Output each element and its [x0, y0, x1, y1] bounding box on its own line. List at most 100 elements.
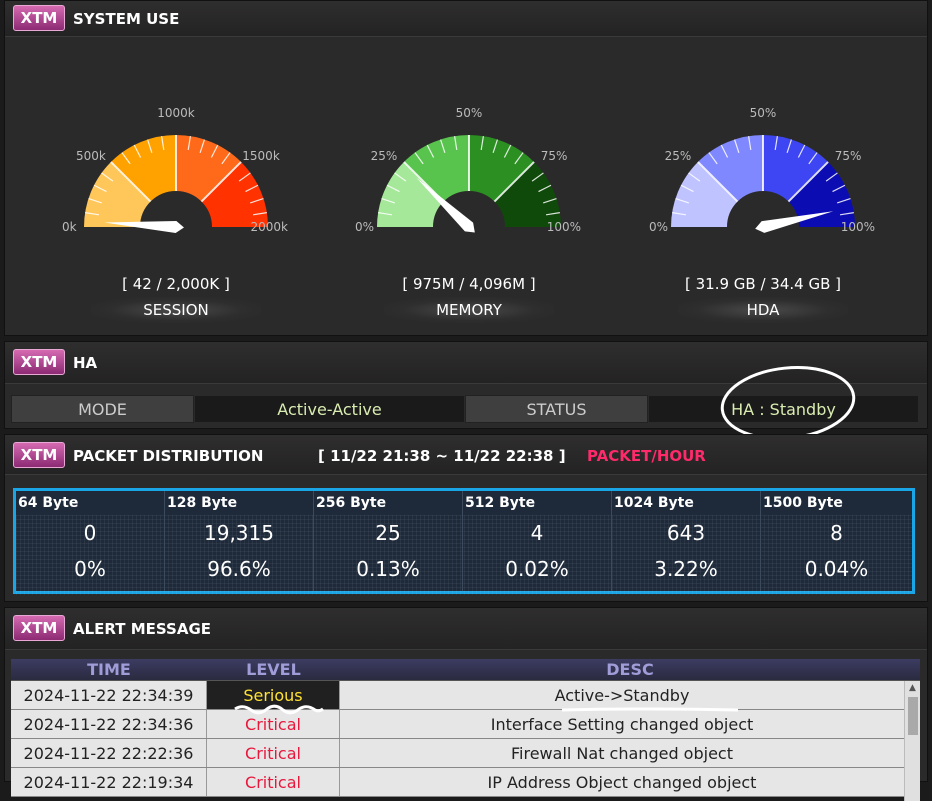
- gauge-segment: [788, 161, 855, 227]
- gauge-segment: [377, 161, 444, 227]
- mode-label: MODE: [11, 395, 194, 423]
- row-level: Critical: [207, 739, 340, 767]
- gauge-tick: [454, 136, 458, 151]
- row-desc: Interface Setting changed object: [490, 715, 754, 734]
- gauge-segment: [671, 161, 738, 227]
- gauge-tick: [538, 184, 552, 193]
- gauge-tick: [797, 144, 806, 158]
- status-label: STATUS: [465, 395, 648, 423]
- gauge-tick: [774, 136, 778, 151]
- gauge-tick: [492, 139, 499, 154]
- panel-title: PACKET DISTRIBUTION: [73, 447, 264, 465]
- packet-count: 643: [666, 521, 706, 545]
- time-header[interactable]: TIME: [87, 660, 131, 679]
- packet-percent: 3.22%: [654, 557, 718, 581]
- gauge-tick: [720, 144, 729, 158]
- gauge-segment: [201, 161, 268, 227]
- gauge-needle: [416, 177, 475, 233]
- row-level: Serious: [207, 681, 340, 709]
- gauge-tick: [245, 184, 259, 193]
- gauge-tick-label: 100%: [547, 220, 581, 234]
- gauge-tick-label: 500k: [76, 149, 106, 163]
- xtm-badge: XTM: [13, 5, 65, 31]
- panel-header: XTM SYSTEM USE: [5, 1, 927, 37]
- panel-title: ALERT MESSAGE: [73, 620, 212, 638]
- gauge-tick: [378, 212, 393, 216]
- gauge-tick: [480, 136, 484, 151]
- gauge-tick-label: 75%: [541, 149, 568, 163]
- xtm-badge: XTM: [13, 349, 65, 375]
- gauge-tick: [786, 139, 793, 154]
- gauge-tick: [503, 144, 512, 158]
- packet-count: 19,315: [204, 521, 274, 545]
- packet-column: 1024 Byte 643 3.22%: [612, 491, 761, 591]
- gauge-tick: [221, 152, 231, 165]
- gauge-hub: [141, 192, 211, 227]
- gauge-tick: [832, 184, 846, 193]
- row-time: 2024-11-22 22:34:36: [11, 710, 207, 738]
- gauge-tick: [210, 144, 219, 158]
- size-header: 128 Byte: [167, 495, 238, 511]
- gauge-tick: [88, 197, 103, 204]
- gauge-tick: [133, 144, 142, 158]
- row-level: Critical: [207, 768, 340, 796]
- memory-gauge: 0% 25% 50% 75% 100% [ 975M / 4,096M ] MEMORY: [344, 101, 594, 331]
- ha-status-row: MODE Active-Active STATUS HA : Standby: [11, 395, 919, 423]
- panel-header: XTM PACKET DISTRIBUTION [ 11/22 21:38 ~ …: [5, 435, 927, 475]
- hda-value: [ 31.9 GB / 34.4 GB ]: [685, 275, 841, 293]
- gauge-tick: [839, 212, 854, 216]
- gauge-tick-label: 100%: [841, 220, 875, 234]
- annotation-underline: [561, 707, 739, 712]
- gauge-tick: [249, 197, 264, 204]
- panel-title: HA: [73, 354, 98, 372]
- packet-percent: 0.13%: [356, 557, 420, 581]
- mode-value: Active-Active: [194, 395, 465, 423]
- size-header: 64 Byte: [18, 495, 79, 511]
- status-value: HA : Standby: [648, 395, 919, 423]
- desc-header[interactable]: DESC: [606, 660, 654, 679]
- alert-panel: XTM ALERT MESSAGE TIME LEVEL DESC 2024-1…: [4, 607, 928, 801]
- scrollbar[interactable]: ▲: [904, 681, 920, 801]
- gauge-tick: [161, 136, 165, 151]
- gauge-tick: [199, 139, 206, 154]
- gauge-tick: [493, 161, 535, 203]
- alert-table: TIME LEVEL DESC 2024-11-22 22:34:39 Seri…: [11, 659, 920, 801]
- gauge-tick: [836, 197, 851, 204]
- session-label: SESSION: [91, 297, 261, 323]
- packet-count: 0: [83, 521, 97, 545]
- row-desc: Firewall Nat changed object: [511, 744, 733, 763]
- gauge-tick: [708, 152, 718, 165]
- packet-percent: 96.6%: [207, 557, 271, 581]
- gauge-needle: [755, 211, 834, 233]
- table-row[interactable]: 2024-11-22 22:19:34 Critical IP Address …: [11, 768, 904, 797]
- gauge-tick: [531, 172, 544, 182]
- row-desc: Active->Standby: [554, 686, 690, 705]
- size-header: 1024 Byte: [614, 495, 694, 511]
- time-range: [ 11/22 21:38 ~ 11/22 22:38 ]: [318, 447, 566, 465]
- row-desc: IP Address Object changed object: [487, 773, 757, 792]
- scrollbar-thumb[interactable]: [908, 697, 918, 735]
- gauge-tick-label: 2000k: [251, 220, 289, 234]
- gauge-tick: [697, 161, 739, 203]
- level-header[interactable]: LEVEL: [246, 660, 301, 679]
- panel-header: XTM ALERT MESSAGE: [5, 608, 927, 650]
- panel-header: XTM HA: [5, 342, 927, 384]
- gauge-tick: [381, 197, 396, 204]
- gauge-tick: [85, 212, 100, 216]
- size-header: 512 Byte: [465, 495, 536, 511]
- gauge-tick: [675, 197, 690, 204]
- table-row[interactable]: 2024-11-22 22:34:36 Critical Interface S…: [11, 710, 904, 739]
- gauge-tick: [680, 184, 694, 193]
- gauge-tick-label: 75%: [835, 149, 862, 163]
- gauge-tick: [121, 152, 131, 165]
- panel-title: SYSTEM USE: [73, 10, 180, 28]
- gauge-tick: [238, 172, 251, 182]
- gauge-tick-label: 1500k: [242, 149, 280, 163]
- table-row[interactable]: 2024-11-22 22:22:36 Critical Firewall Na…: [11, 739, 904, 768]
- gauge-tick-label: 25%: [665, 149, 692, 163]
- gauge-tick-label: 0%: [649, 220, 668, 234]
- table-row[interactable]: 2024-11-22 22:34:39 Serious Active->Stan…: [11, 681, 904, 710]
- session-value: [ 42 / 2,000K ]: [122, 275, 230, 293]
- scroll-up-arrow[interactable]: ▲: [909, 683, 916, 693]
- gauge-tick: [200, 161, 242, 203]
